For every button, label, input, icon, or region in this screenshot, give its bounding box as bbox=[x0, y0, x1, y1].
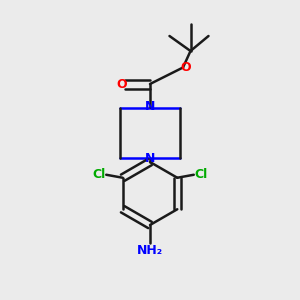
Text: Cl: Cl bbox=[195, 168, 208, 181]
Text: O: O bbox=[181, 61, 191, 74]
Text: Cl: Cl bbox=[92, 168, 105, 181]
Text: O: O bbox=[116, 77, 127, 91]
Text: N: N bbox=[145, 100, 155, 113]
Text: NH₂: NH₂ bbox=[137, 244, 163, 257]
Text: N: N bbox=[145, 152, 155, 166]
